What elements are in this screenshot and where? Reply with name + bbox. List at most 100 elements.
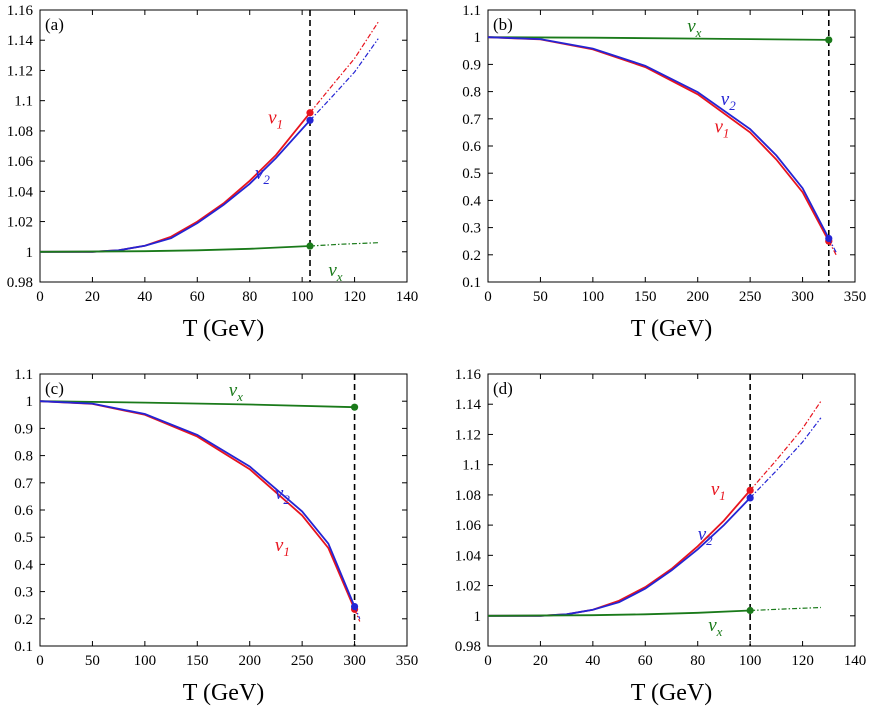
- series-extrapolation-v1: [749, 400, 822, 491]
- series-label-v2: v2: [275, 483, 290, 507]
- x-tick-label: 20: [85, 289, 100, 305]
- x-tick-label: 250: [291, 653, 314, 669]
- series-line-v1: [488, 489, 751, 617]
- y-tick-label: 0.3: [14, 585, 33, 601]
- y-tick-label: 1.06: [7, 154, 34, 170]
- series-label-v2: v2: [698, 524, 713, 548]
- y-tick-label: 1.02: [455, 579, 481, 595]
- y-tick-label: 1: [474, 609, 482, 625]
- y-tick-label: 1.1: [14, 94, 33, 110]
- y-tick-label: 1.16: [455, 367, 482, 383]
- x-tick-label: 350: [396, 653, 419, 669]
- y-tick-label: 0.9: [14, 421, 33, 437]
- y-tick-label: 0.1: [14, 639, 33, 655]
- chart-panel-3: 0 20 40 60 80 100 120 140 0.98 1 1.02 1.04 1.06 1.08 1…: [455, 367, 867, 706]
- series-label-v1: v1: [268, 107, 283, 131]
- y-tick-label: 1.08: [7, 124, 33, 140]
- series-line-v2: [488, 497, 751, 617]
- panel-label: (d): [493, 379, 513, 398]
- series-endpoint-v2: [350, 602, 359, 611]
- y-tick-label: 1.12: [7, 63, 33, 79]
- x-tick-label: 200: [686, 289, 709, 305]
- y-tick-label: 1: [26, 245, 34, 261]
- y-tick-label: 1: [474, 30, 482, 46]
- series-label-vx: vx: [328, 260, 342, 284]
- y-tick-label: 0.98: [7, 275, 33, 291]
- y-tick-label: 1.04: [7, 184, 34, 200]
- series-label-v1: v1: [275, 535, 290, 559]
- x-tick-label: 100: [582, 289, 605, 305]
- x-tick-label: 0: [484, 653, 492, 669]
- series-extrapolation-v2: [309, 38, 379, 121]
- x-tick-label: 60: [638, 653, 653, 669]
- x-tick-label: 300: [791, 289, 814, 305]
- panel-label: (a): [45, 15, 64, 34]
- x-tick-label: 50: [85, 653, 100, 669]
- y-tick-label: 0.9: [462, 57, 481, 73]
- series-endpoint-vx: [746, 606, 754, 615]
- y-tick-label: 0.3: [462, 221, 481, 237]
- series-endpoint-v2: [746, 494, 754, 502]
- x-tick-label: 100: [291, 289, 314, 305]
- series-line-v2: [39, 400, 356, 607]
- series-label-v2: v2: [721, 89, 736, 113]
- x-tick-label: 250: [739, 289, 762, 305]
- x-tick-label: 50: [533, 289, 548, 305]
- x-tick-label: 40: [137, 289, 152, 305]
- y-tick-label: 0.2: [462, 248, 481, 264]
- series-endpoint-v1: [306, 109, 314, 117]
- x-tick-label: 150: [634, 289, 657, 305]
- x-axis-title: T (GeV): [183, 316, 265, 342]
- series-line-vx: [39, 400, 355, 409]
- y-tick-label: 0.1: [462, 275, 481, 291]
- series-endpoint-vx: [350, 403, 359, 411]
- y-tick-label: 1.1: [462, 3, 481, 19]
- series-endpoint-v2: [825, 234, 833, 243]
- chart-panel-1: 0 50 100 150 200 250 300 350 0.1 0.2 0.3 0.4 0.5 0.6 0…: [462, 3, 866, 342]
- panel-label: (b): [493, 15, 513, 34]
- chart-panel-2: 0 50 100 150 200 250 300 350 0.1 0.2 0.3 0.4 0.5 0.6 0…: [14, 367, 418, 706]
- x-axis-title: T (GeV): [631, 680, 713, 706]
- series-label-vx: vx: [229, 380, 243, 404]
- y-tick-label: 1.16: [7, 3, 34, 19]
- x-tick-label: 60: [190, 289, 205, 305]
- x-tick-label: 0: [36, 653, 44, 669]
- y-tick-label: 0.7: [14, 476, 33, 492]
- y-tick-label: 0.5: [462, 166, 481, 182]
- y-tick-label: 0.2: [14, 612, 33, 628]
- y-tick-label: 0.6: [462, 139, 481, 155]
- series-line-v2: [487, 36, 830, 239]
- y-tick-label: 1.02: [7, 215, 33, 231]
- x-tick-label: 80: [242, 289, 257, 305]
- series-line-vx: [487, 36, 829, 41]
- axes-frame: [487, 9, 856, 283]
- chart-panel-0: 0 20 40 60 80 100 120 140 0.98 1 1.02 1.04 1.06 1.08 1…: [7, 3, 419, 342]
- y-tick-label: 1.1: [462, 458, 481, 474]
- x-tick-label: 200: [238, 653, 261, 669]
- x-tick-label: 0: [484, 289, 492, 305]
- y-tick-label: 1.1: [14, 367, 33, 383]
- y-tick-label: 1: [26, 394, 34, 410]
- series-line-vx: [487, 609, 751, 617]
- y-tick-label: 0.6: [14, 503, 33, 519]
- series-label-v1: v1: [711, 479, 726, 503]
- x-tick-label: 140: [844, 653, 867, 669]
- series-extrapolation-v1: [309, 21, 379, 114]
- series-extrapolation-vx: [309, 242, 379, 247]
- y-tick-label: 0.5: [14, 530, 33, 546]
- axes-frame: [487, 373, 856, 647]
- x-tick-label: 100: [134, 653, 157, 669]
- x-tick-label: 120: [791, 653, 814, 669]
- series-line-v1: [39, 400, 356, 610]
- y-tick-label: 1.08: [455, 488, 481, 504]
- series-label-vx: vx: [708, 615, 722, 639]
- x-tick-label: 100: [739, 653, 762, 669]
- panel-label: (c): [45, 379, 64, 398]
- x-tick-label: 300: [343, 653, 366, 669]
- x-tick-label: 140: [396, 289, 419, 305]
- x-axis-title: T (GeV): [631, 316, 713, 342]
- series-line-v1: [487, 36, 830, 242]
- y-tick-label: 1.04: [455, 548, 482, 564]
- series-line-vx: [39, 245, 311, 253]
